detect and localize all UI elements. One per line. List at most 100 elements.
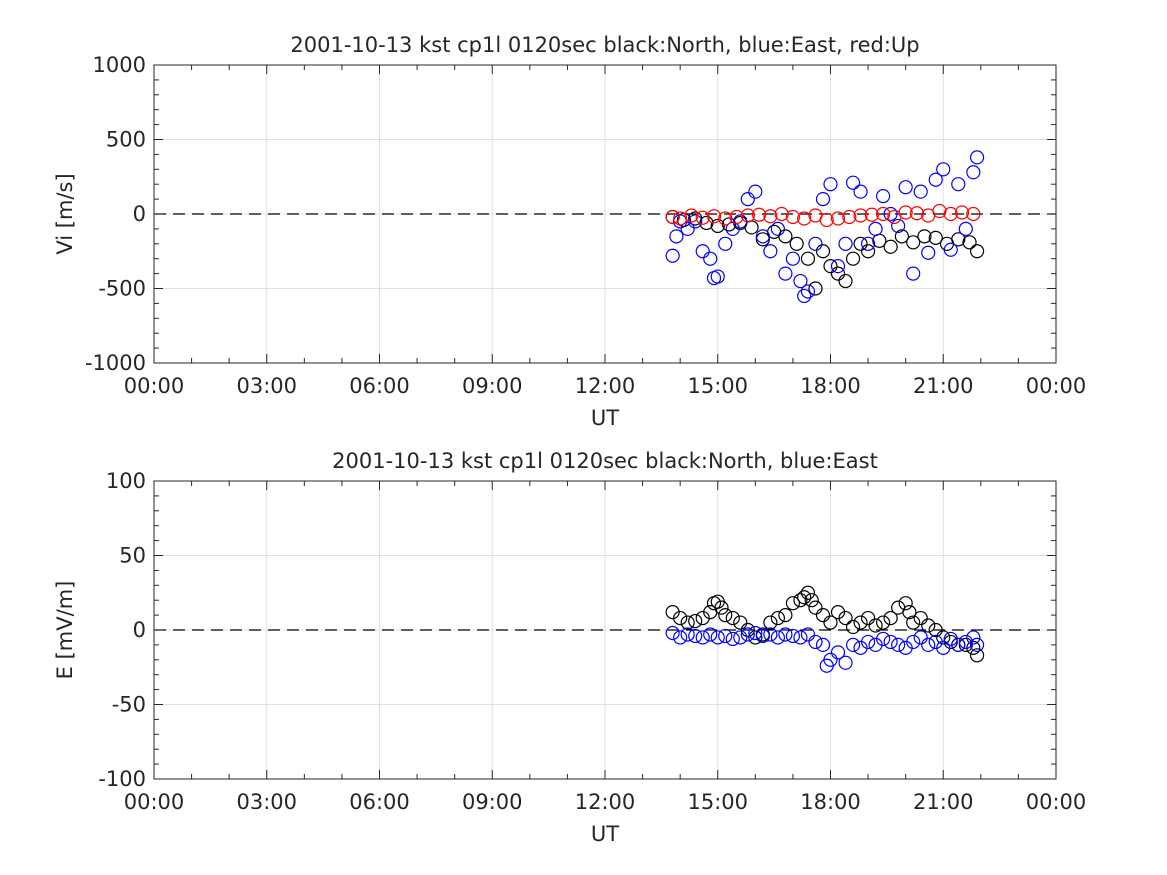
x-tick-label: 21:00 xyxy=(913,374,974,398)
data-point xyxy=(932,203,947,219)
data-point xyxy=(838,273,853,289)
data-point xyxy=(797,288,812,304)
data-point xyxy=(665,248,680,263)
data-point xyxy=(838,236,853,251)
data-point xyxy=(928,230,943,245)
data-point xyxy=(740,627,755,642)
x-tick-label: 09:00 xyxy=(462,790,523,814)
y-tick-label: -100 xyxy=(98,767,146,791)
data-point xyxy=(793,273,808,289)
data-point xyxy=(883,610,898,626)
data-point xyxy=(673,610,688,626)
data-point xyxy=(815,607,831,623)
x-tick-label: 15:00 xyxy=(687,374,748,398)
data-point xyxy=(789,236,804,251)
data-point xyxy=(695,210,710,225)
data-point xyxy=(800,627,816,642)
data-point xyxy=(710,218,725,234)
data-point xyxy=(969,637,985,653)
data-point xyxy=(815,244,831,259)
data-point xyxy=(808,281,823,296)
x-tick-label: 00:00 xyxy=(124,790,185,814)
data-point xyxy=(793,593,808,608)
data-point xyxy=(808,634,823,650)
data-point xyxy=(725,631,740,647)
data-point xyxy=(913,630,928,645)
data-point xyxy=(898,180,913,195)
data-point xyxy=(830,211,846,226)
data-point xyxy=(902,605,917,620)
data-point xyxy=(673,211,688,226)
data-point xyxy=(917,229,932,244)
data-point xyxy=(921,245,936,260)
data-point xyxy=(823,615,838,630)
data-point xyxy=(864,207,879,222)
y-tick-label: 0 xyxy=(133,202,146,226)
data-point xyxy=(958,637,973,653)
data-point xyxy=(894,229,910,244)
x-tick-label: 00:00 xyxy=(1026,790,1087,814)
data-point xyxy=(815,637,831,653)
data-point xyxy=(740,622,755,638)
data-point xyxy=(928,172,943,187)
data-point xyxy=(958,221,973,236)
data-point xyxy=(876,631,891,647)
data-point xyxy=(797,211,812,226)
data-point xyxy=(688,613,703,629)
data-point xyxy=(906,235,921,250)
data-point xyxy=(778,627,793,642)
data-point xyxy=(958,634,973,650)
y-tick-label: -1000 xyxy=(85,351,146,375)
data-point xyxy=(800,585,816,600)
data-point xyxy=(845,251,861,266)
data-point xyxy=(733,630,748,645)
data-point xyxy=(830,645,846,660)
data-point xyxy=(954,205,970,220)
data-point xyxy=(969,244,985,259)
data-point xyxy=(913,184,928,199)
data-point xyxy=(808,600,823,615)
x-tick-label: 12:00 xyxy=(575,374,636,398)
data-point xyxy=(729,209,744,225)
data-point xyxy=(909,206,925,221)
x-tick-label: 06:00 xyxy=(349,374,410,398)
data-point xyxy=(962,235,977,250)
y-axis-label: Vi [m/s] xyxy=(53,173,77,254)
data-point xyxy=(669,229,684,244)
data-point xyxy=(680,221,695,236)
data-point xyxy=(718,607,733,623)
data-point xyxy=(785,596,801,611)
y-tick-label: 500 xyxy=(106,128,146,152)
data-point xyxy=(808,236,823,251)
data-point xyxy=(714,600,729,615)
y-tick-label: -500 xyxy=(98,277,146,301)
data-point xyxy=(785,209,801,225)
data-point xyxy=(906,266,921,281)
data-point xyxy=(913,610,928,626)
data-point xyxy=(845,175,861,190)
data-point xyxy=(797,590,812,605)
data-point xyxy=(860,610,876,626)
y-tick-label: 1000 xyxy=(93,53,146,77)
data-point xyxy=(860,236,876,251)
electric-field-panel: 00:00 03:00 06:00 09:00 12:00 15:00 18:00 21:00… xyxy=(53,449,1086,846)
data-point xyxy=(815,192,831,207)
data-point xyxy=(966,630,981,645)
data-point xyxy=(906,615,921,630)
data-point xyxy=(718,236,733,251)
data-point xyxy=(830,266,846,281)
data-point xyxy=(748,625,763,641)
y-tick-label: 50 xyxy=(119,544,146,568)
x-tick-label: 12:00 xyxy=(575,790,636,814)
data-point xyxy=(763,615,778,630)
y-tick-label: 100 xyxy=(106,469,146,493)
y-tick-label: 0 xyxy=(133,618,146,642)
data-point xyxy=(706,209,722,224)
data-point xyxy=(684,208,699,223)
x-tick-label: 03:00 xyxy=(236,790,297,814)
data-point xyxy=(838,655,853,670)
data-point xyxy=(951,232,966,247)
data-point xyxy=(853,184,868,199)
data-point xyxy=(876,189,891,204)
